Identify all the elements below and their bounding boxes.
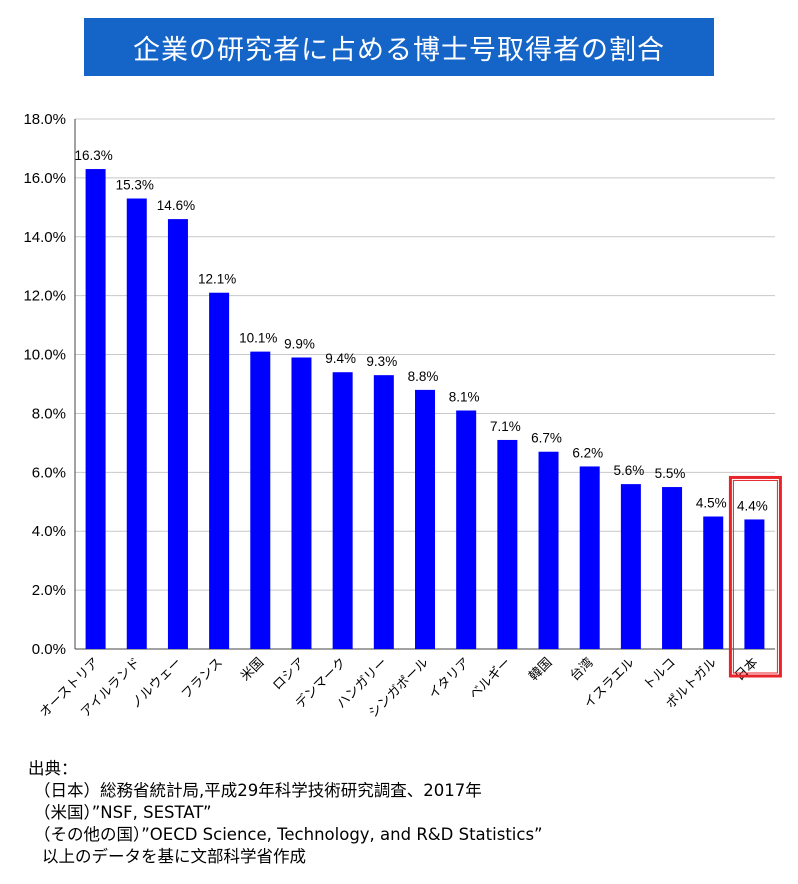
bar [538, 451, 559, 649]
bar [620, 484, 641, 649]
y-tick-label: 6.0% [32, 464, 66, 481]
x-tick-label: ロシア [270, 655, 308, 693]
x-tick-label: 台湾 [567, 655, 597, 685]
x-tick-label: フランス [179, 655, 226, 702]
data-label: 12.1% [198, 272, 236, 287]
bar [456, 410, 477, 649]
highlight-box-inner [732, 479, 778, 674]
data-label: 15.3% [116, 178, 154, 193]
source-line-note: 以上のデータを基に文部科学省作成 [42, 847, 306, 866]
y-tick-label: 14.0% [23, 229, 66, 246]
source-line-us: （米国）”NSF, SESTAT” [34, 803, 212, 822]
bar [209, 292, 230, 649]
x-tick-label: 米国 [238, 655, 267, 684]
y-tick-label: 4.0% [32, 523, 66, 540]
title-banner: 企業の研究者に占める博士号取得者の割合 [84, 18, 714, 76]
source-line-others: （その他の国）”OECD Science, Technology, and R&… [34, 825, 543, 844]
data-label: 9.3% [366, 354, 397, 369]
highlight-box [728, 475, 782, 678]
y-tick-label: 16.0% [23, 170, 66, 187]
bar [703, 516, 724, 649]
source-notes: 出典： （日本）総務省統計局,平成29年科学技術研究調査、2017年 （米国）”… [28, 758, 543, 868]
chart-title: 企業の研究者に占める博士号取得者の割合 [133, 34, 665, 66]
bar [497, 439, 518, 649]
x-tick-label: ベルギー [467, 655, 514, 702]
data-label: 4.4% [737, 498, 768, 513]
x-tick-label: トルコ [641, 655, 679, 693]
data-label: 8.8% [408, 369, 439, 384]
bar [291, 357, 312, 649]
data-label: 6.2% [572, 445, 603, 460]
y-tick-label: 18.0% [23, 111, 66, 128]
bar [126, 198, 147, 649]
source-heading: 出典： [28, 759, 78, 778]
source-line-japan: （日本）総務省統計局,平成29年科学技術研究調査、2017年 [34, 781, 482, 800]
data-label: 4.5% [696, 496, 727, 511]
bar [332, 372, 353, 649]
data-label: 9.4% [325, 351, 356, 366]
y-tick-label: 10.0% [23, 347, 66, 364]
x-tick-label: 日本 [732, 655, 761, 684]
bar [744, 519, 765, 649]
data-label: 9.9% [284, 337, 315, 352]
y-tick-label: 12.0% [23, 288, 66, 305]
data-label: 5.5% [655, 466, 686, 481]
x-tick-label: イタリア [426, 655, 473, 702]
bar-chart: 0.0% 2.0% 4.0% 6.0% 8.0% 10.0% 12.0% 14.0% 16.0%… [23, 111, 782, 721]
data-label: 8.1% [449, 390, 480, 405]
bar [662, 487, 683, 649]
bar [85, 169, 106, 650]
data-label: 16.3% [74, 148, 112, 163]
bar [373, 375, 394, 649]
bar [579, 466, 600, 649]
y-tick-label: 8.0% [32, 405, 66, 422]
y-tick-label: 0.0% [32, 641, 66, 658]
data-label: 5.6% [613, 463, 644, 478]
bar [415, 389, 435, 649]
y-tick-label: 2.0% [32, 582, 66, 599]
x-tick-label: 韓国 [526, 655, 555, 684]
bar [250, 351, 271, 649]
data-label: 10.1% [239, 331, 277, 346]
bar [167, 219, 188, 649]
data-label: 7.1% [490, 419, 521, 434]
data-label: 14.6% [157, 198, 195, 213]
data-label: 6.7% [531, 431, 562, 446]
